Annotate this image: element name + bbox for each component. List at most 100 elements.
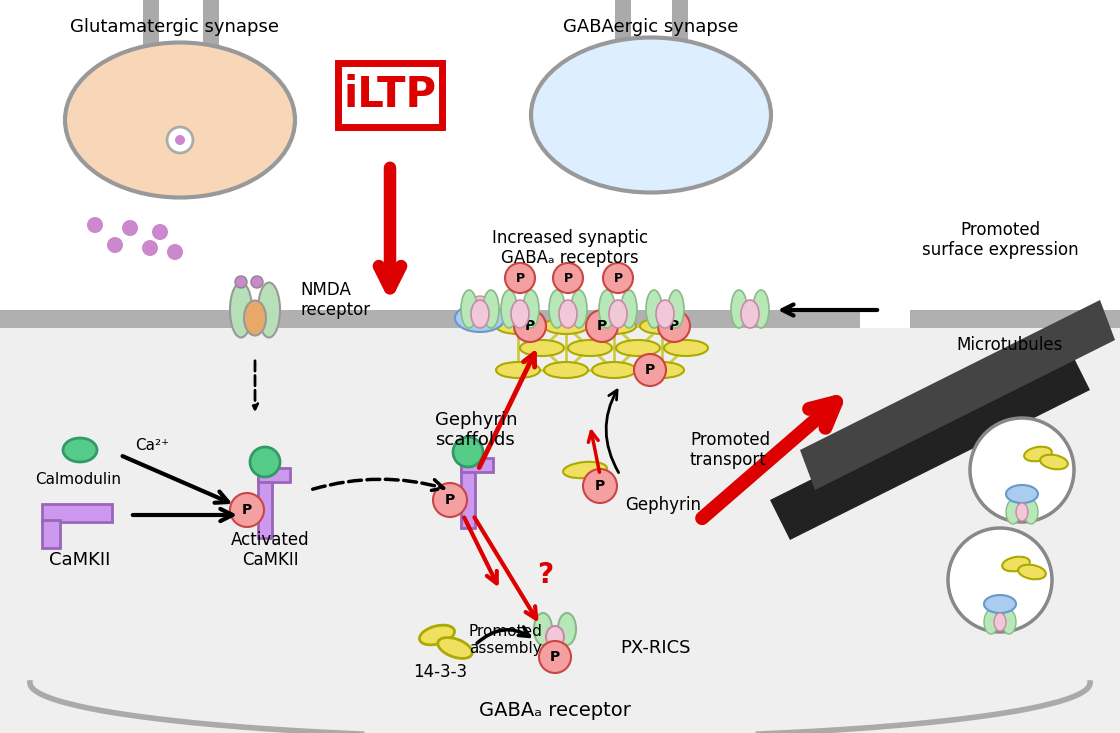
Ellipse shape [483,290,500,328]
Ellipse shape [496,318,540,334]
Circle shape [539,641,571,673]
Ellipse shape [1016,503,1028,521]
Ellipse shape [558,613,576,645]
Circle shape [142,240,158,256]
Ellipse shape [656,300,674,328]
Ellipse shape [563,462,607,478]
Text: P: P [669,319,679,333]
Ellipse shape [609,300,627,328]
Circle shape [470,296,491,316]
Bar [258,480,272,538]
Circle shape [167,127,193,153]
Text: NMDA
receptor: NMDA receptor [300,281,370,320]
Ellipse shape [258,282,280,337]
Circle shape [433,483,467,517]
Ellipse shape [549,290,564,328]
Text: P: P [525,319,535,333]
Ellipse shape [523,290,539,328]
Circle shape [152,224,168,240]
Circle shape [659,310,690,342]
Text: 14-3-3: 14-3-3 [413,663,467,681]
Circle shape [948,528,1052,632]
Ellipse shape [664,340,708,356]
Ellipse shape [753,290,769,328]
FancyBboxPatch shape [338,63,442,127]
Circle shape [634,354,666,386]
Ellipse shape [592,362,636,378]
Ellipse shape [616,340,660,356]
Text: Activated
CaMKII: Activated CaMKII [231,531,309,570]
Bar [258,468,290,482]
Circle shape [553,263,584,293]
Ellipse shape [568,340,612,356]
Ellipse shape [420,625,455,645]
Ellipse shape [544,362,588,378]
Ellipse shape [1006,500,1020,524]
Ellipse shape [511,300,529,328]
Text: Calmodulin: Calmodulin [35,472,121,487]
Ellipse shape [1040,454,1067,469]
Ellipse shape [244,301,267,336]
Bar [143,0,159,65]
Ellipse shape [1002,556,1030,571]
Text: Microtubules: Microtubules [956,336,1063,354]
Ellipse shape [547,626,564,648]
Ellipse shape [592,318,636,334]
Text: P: P [515,271,524,284]
Ellipse shape [472,300,489,328]
Ellipse shape [646,290,662,328]
Ellipse shape [534,613,552,645]
Ellipse shape [230,282,252,337]
Bar [43,520,60,548]
Text: PX-RICS: PX-RICS [620,639,691,657]
Text: Promoted
surface expression: Promoted surface expression [922,221,1079,259]
Text: P: P [597,319,607,333]
Ellipse shape [1024,500,1038,524]
Ellipse shape [559,300,577,328]
Bar [672,0,688,65]
Text: Glutamatergic synapse: Glutamatergic synapse [71,18,280,36]
Ellipse shape [571,290,587,328]
Circle shape [235,276,248,288]
Bar [461,458,493,472]
Circle shape [250,447,280,477]
Ellipse shape [496,362,540,378]
Ellipse shape [984,610,998,634]
Ellipse shape [640,318,684,334]
Ellipse shape [501,290,517,328]
Ellipse shape [599,290,615,328]
Circle shape [87,217,103,233]
Circle shape [584,469,617,503]
Ellipse shape [455,304,505,332]
Circle shape [251,276,263,288]
Text: P: P [614,271,623,284]
Circle shape [586,310,618,342]
Ellipse shape [1018,564,1046,579]
Circle shape [514,310,547,342]
Circle shape [603,263,633,293]
Text: P: P [445,493,455,507]
Text: GABAergic synapse: GABAergic synapse [563,18,739,36]
Ellipse shape [461,290,477,328]
Circle shape [122,220,138,236]
Ellipse shape [1024,446,1052,461]
Bar [0,310,860,328]
Ellipse shape [984,595,1016,613]
Ellipse shape [995,613,1006,631]
Text: CaMKII: CaMKII [49,551,111,569]
Text: Ca²⁺: Ca²⁺ [136,438,169,454]
Bar [615,0,631,65]
Text: Increased synaptic
GABAₐ receptors: Increased synaptic GABAₐ receptors [492,229,648,268]
Text: P: P [563,271,572,284]
Ellipse shape [531,37,771,193]
Text: iLTP: iLTP [344,74,437,116]
Ellipse shape [65,43,295,197]
Ellipse shape [731,290,747,328]
Ellipse shape [640,362,684,378]
Ellipse shape [1006,485,1038,503]
Ellipse shape [63,438,97,462]
Ellipse shape [620,290,637,328]
Bar [0,328,1120,733]
Circle shape [505,263,535,293]
Circle shape [230,493,264,527]
